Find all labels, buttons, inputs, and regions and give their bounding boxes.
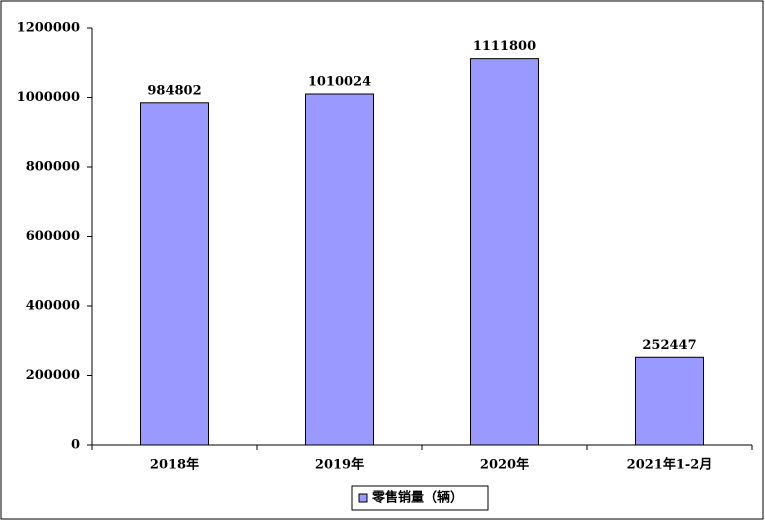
bar — [635, 356, 704, 446]
y-tick-label: 200000 — [26, 368, 80, 383]
y-tick-label: 600000 — [26, 229, 80, 244]
bar — [305, 93, 374, 446]
x-tick-label: 2020年 — [480, 457, 529, 473]
y-tick-label: 800000 — [26, 160, 80, 175]
bar — [140, 102, 209, 446]
legend-swatch — [358, 493, 368, 503]
y-tick-label: 400000 — [26, 299, 80, 314]
y-tick-label: 1000000 — [17, 90, 80, 105]
data-label: 984802 — [147, 83, 201, 98]
bar — [470, 58, 539, 446]
legend-box — [351, 485, 489, 511]
x-tick-label: 2019年 — [315, 457, 364, 473]
legend-label: 零售销量（辆） — [371, 490, 463, 506]
y-tick-label: 0 — [71, 438, 80, 453]
data-label: 252447 — [642, 338, 696, 353]
data-label: 1010024 — [308, 75, 371, 90]
x-tick-label: 2021年1-2月 — [627, 457, 713, 473]
data-label: 1111800 — [473, 39, 536, 54]
y-tick-label: 1200000 — [17, 21, 80, 36]
x-tick-label: 2018年 — [150, 457, 199, 473]
